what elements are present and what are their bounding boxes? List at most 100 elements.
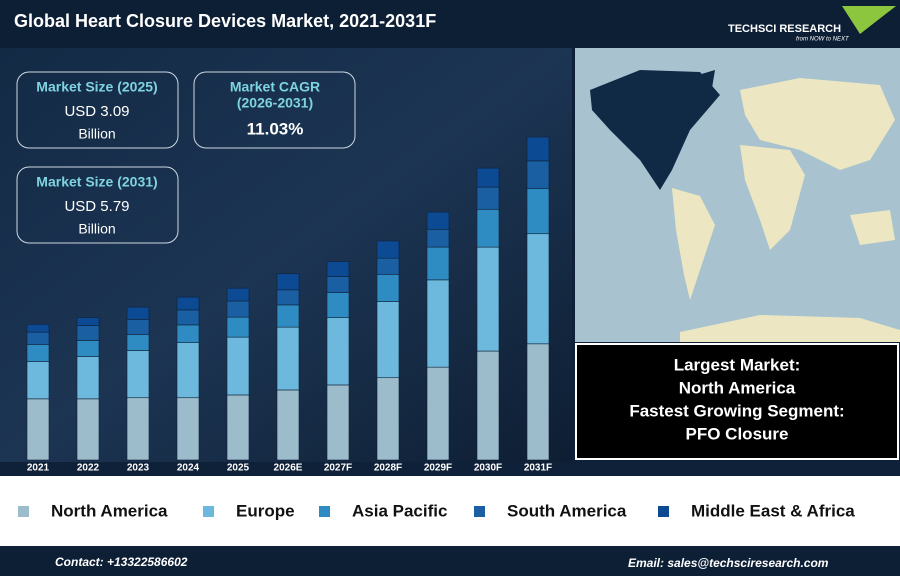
stat-unit: Billion [78,221,115,237]
x-tick-label: 2021 [27,463,50,474]
bar-segment [76,356,100,400]
bar-segment [426,366,450,461]
bar-segment [276,326,300,391]
bar-segment [276,273,300,291]
callout-box [575,343,899,460]
bar-segment [76,340,100,357]
bar-segment [26,398,50,461]
bar-segment [126,319,150,335]
bar-segment [376,301,400,379]
bar-segment [326,261,350,277]
x-tick-label: 2022 [77,463,100,474]
bar-segment [126,334,150,351]
callout-text: North America [679,378,796,397]
map-antarctica [680,315,900,342]
stat-label: Market Size (2025) [36,79,157,95]
bar-segment [426,279,450,368]
bar-segment [226,300,250,318]
bar-segment [476,208,500,248]
x-tick-label: 2031F [524,463,552,474]
bar-segment [526,343,550,461]
legend-label: Asia Pacific [352,501,447,520]
stat-value: USD 5.79 [64,198,129,215]
footer-bar [0,552,900,576]
bar-segment [376,377,400,461]
legend-swatch [319,506,330,517]
x-tick-label: 2023 [127,463,150,474]
callout-text: Largest Market: [674,355,801,374]
x-tick-label: 2027F [324,463,352,474]
x-tick-label: 2024 [177,463,200,474]
bar-segment [176,397,200,461]
legend-band [0,476,900,546]
bar-segment [526,160,550,190]
title: Global Heart Closure Devices Market, 202… [14,11,436,31]
map-south-america [672,188,715,300]
bar-segment [476,167,500,188]
bar-segment [426,211,450,230]
legend-swatch [658,506,669,517]
bar-segment [376,240,400,259]
stat-box [193,71,356,149]
bar-segment [26,361,50,400]
x-tick-label: 2030F [474,463,502,474]
logo-mark [842,6,896,34]
bar-segment [76,398,100,461]
bar-segment [526,233,550,345]
map-australia [850,210,895,245]
legend-swatch [203,506,214,517]
stat-value: 11.03% [247,119,304,138]
bar-segment [426,246,450,281]
bar-segment [76,317,100,326]
bar-segment [326,276,350,293]
tagline: from NOW to NEXT [796,37,850,43]
map-north-america [590,70,720,190]
legend-label: South America [507,501,627,520]
legend-label: Middle East & Africa [691,501,855,520]
bar-segment [326,384,350,461]
bar-segment [276,289,300,306]
bar-segment [276,304,300,328]
stat-label: Market Size (2031) [36,174,157,190]
bar-segment [476,246,500,352]
legend-swatch [18,506,29,517]
bar-segment [476,186,500,210]
bar-segment [176,342,200,399]
footer-email: Email: sales@techsciresearch.com [628,556,829,570]
x-tick-label: 2025 [227,463,250,474]
map-greenland [688,70,715,92]
map-africa [740,145,805,250]
header-bar [0,0,900,48]
bar-segment [26,324,50,333]
bar-segment [426,228,450,248]
map-eurasia [740,78,895,170]
bar-segment [176,309,200,326]
stat-box [16,71,179,149]
bar-segment [476,350,500,461]
x-tick-label: 2026E [274,463,303,474]
stat-sublabel: (2026-2031) [237,95,313,111]
legend-swatch [474,506,485,517]
callout-text: Fastest Growing Segment: [629,401,844,420]
x-tick-label: 2028F [374,463,402,474]
bar-segment [226,336,250,396]
bar-segment [526,136,550,162]
bar-segment [326,317,350,386]
bar-segment [226,394,250,461]
stat-unit: Billion [78,126,115,142]
bar-segment [126,306,150,320]
bar-segment [26,344,50,362]
bar-segment [326,292,350,318]
bar-segment [176,324,200,343]
bar-segment [176,296,200,311]
bar-segment [376,257,400,275]
bar-segment [376,274,400,302]
callout-text: PFO Closure [686,424,789,443]
stat-value: USD 3.09 [64,103,129,120]
bar-segment [226,287,250,302]
footer-contact: Contact: +13322586602 [55,555,188,569]
stat-box [16,166,179,244]
bar-segment [26,331,50,345]
legend-label: Europe [236,501,295,520]
